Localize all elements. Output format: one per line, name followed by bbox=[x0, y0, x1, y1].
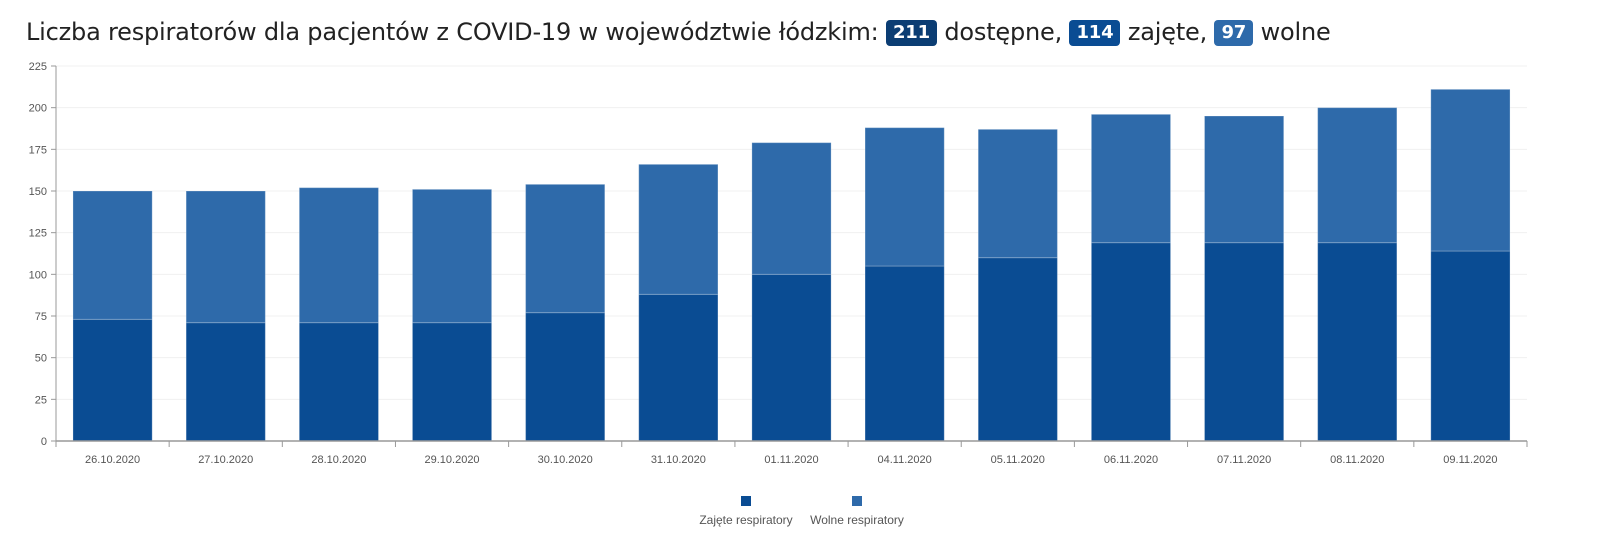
bar-free bbox=[864, 127, 945, 267]
bar-occupied bbox=[977, 257, 1058, 442]
x-tick-label: 28.10.2020 bbox=[311, 454, 366, 466]
bar-free bbox=[525, 183, 606, 314]
bar-occupied bbox=[298, 322, 379, 442]
x-tick-label: 06.11.2020 bbox=[1104, 454, 1158, 466]
y-tick-label: 125 bbox=[29, 228, 47, 240]
bar-free bbox=[977, 128, 1058, 259]
x-tick-label: 30.10.2020 bbox=[538, 454, 593, 466]
bar-free bbox=[72, 190, 153, 320]
bar-free bbox=[638, 163, 719, 295]
x-tick-label: 05.11.2020 bbox=[991, 454, 1045, 466]
legend: Zajęte respiratory Wolne respiratory bbox=[699, 496, 904, 527]
x-tick-label: 26.10.2020 bbox=[85, 454, 140, 466]
y-tick-label: 50 bbox=[35, 353, 47, 365]
bar-free bbox=[1430, 88, 1511, 252]
available-badge: 211 bbox=[885, 20, 937, 46]
x-axis: 26.10.2020 27.10.2020 28.10.2020 29.10.2020… bbox=[55, 440, 1528, 466]
bar-occupied bbox=[411, 322, 493, 442]
bar-occupied bbox=[1204, 242, 1285, 442]
bar-occupied bbox=[751, 273, 832, 442]
bar-free bbox=[1317, 107, 1398, 244]
bar-free bbox=[1204, 115, 1285, 244]
legend-swatch-occupied bbox=[741, 496, 751, 506]
bar-free bbox=[185, 190, 266, 324]
legend-swatch-free bbox=[852, 496, 862, 506]
legend-label-free: Wolne respiratory bbox=[810, 513, 904, 527]
x-tick-label: 07.11.2020 bbox=[1217, 454, 1271, 466]
bar-occupied bbox=[185, 322, 266, 442]
x-tick-label: 09.11.2020 bbox=[1443, 454, 1497, 466]
y-tick-label: 0 bbox=[41, 436, 47, 448]
chart-title: Liczba respiratorów dla pacjentów z COVI… bbox=[26, 18, 1331, 46]
bar-occupied bbox=[72, 318, 153, 442]
bar-occupied bbox=[638, 293, 719, 442]
bar-free bbox=[751, 142, 832, 275]
x-tick-label: 27.10.2020 bbox=[198, 454, 253, 466]
bar-free bbox=[411, 188, 493, 324]
bar-occupied bbox=[1317, 242, 1398, 442]
y-tick-label: 75 bbox=[35, 311, 47, 323]
x-tick-label: 08.11.2020 bbox=[1330, 454, 1384, 466]
x-tick-label: 29.10.2020 bbox=[425, 454, 480, 466]
legend-label-occupied: Zajęte respiratory bbox=[699, 513, 792, 527]
free-badge: 97 bbox=[1214, 20, 1254, 46]
y-tick-label: 25 bbox=[35, 394, 47, 406]
bar-occupied bbox=[1090, 242, 1172, 442]
x-tick-label: 01.11.2020 bbox=[764, 454, 818, 466]
y-axis: 0 25 50 75 100 125 150 175 200 225 bbox=[29, 61, 57, 448]
x-tick-label: 31.10.2020 bbox=[651, 454, 706, 466]
bar-occupied bbox=[864, 265, 945, 442]
occupied-badge: 114 bbox=[1069, 20, 1121, 46]
bar-free bbox=[1090, 113, 1172, 244]
bar-free bbox=[298, 187, 379, 324]
available-label: dostępne, bbox=[944, 18, 1063, 46]
y-tick-label: 150 bbox=[29, 186, 47, 198]
title-prefix: Liczba respiratorów dla pacjentów z COVI… bbox=[26, 18, 879, 46]
bar-occupied bbox=[1430, 250, 1511, 442]
y-tick-label: 100 bbox=[29, 269, 47, 281]
free-label: wolne bbox=[1260, 18, 1331, 46]
y-tick-label: 175 bbox=[29, 144, 47, 156]
y-tick-label: 225 bbox=[29, 61, 47, 73]
bars bbox=[72, 88, 1511, 442]
occupied-label: zajęte, bbox=[1127, 18, 1208, 46]
y-tick-label: 200 bbox=[29, 103, 47, 115]
x-tick-label: 04.11.2020 bbox=[878, 454, 932, 466]
bar-occupied bbox=[525, 312, 606, 442]
